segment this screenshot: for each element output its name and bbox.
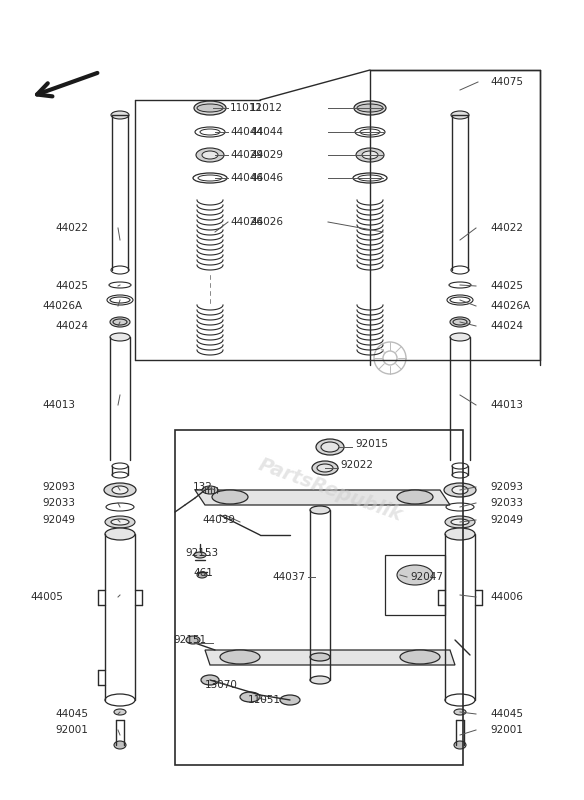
Ellipse shape <box>105 516 135 528</box>
Ellipse shape <box>280 695 300 705</box>
Text: 92049: 92049 <box>490 515 523 525</box>
Ellipse shape <box>114 709 126 715</box>
Ellipse shape <box>202 151 218 159</box>
Ellipse shape <box>196 148 224 162</box>
Text: 44026A: 44026A <box>42 301 82 311</box>
Ellipse shape <box>186 636 200 644</box>
Ellipse shape <box>212 490 248 504</box>
Ellipse shape <box>194 552 206 558</box>
Text: 44026: 44026 <box>250 217 283 227</box>
Ellipse shape <box>197 104 223 112</box>
Text: 132: 132 <box>193 482 213 492</box>
Ellipse shape <box>110 317 130 327</box>
Text: 92049: 92049 <box>42 515 75 525</box>
Ellipse shape <box>111 111 129 119</box>
Ellipse shape <box>321 442 339 452</box>
Ellipse shape <box>312 461 338 475</box>
Text: 92033: 92033 <box>42 498 75 508</box>
Text: 44044: 44044 <box>250 127 283 137</box>
Text: 11051: 11051 <box>248 695 281 705</box>
Ellipse shape <box>112 486 128 494</box>
Ellipse shape <box>194 101 226 115</box>
Ellipse shape <box>310 653 330 661</box>
Ellipse shape <box>310 676 330 684</box>
Text: 44005: 44005 <box>30 592 63 602</box>
Ellipse shape <box>317 464 333 472</box>
Ellipse shape <box>362 151 378 159</box>
Text: 92033: 92033 <box>490 498 523 508</box>
Text: 44013: 44013 <box>490 400 523 410</box>
Ellipse shape <box>397 490 433 504</box>
Text: 92015: 92015 <box>355 439 388 449</box>
Text: 92001: 92001 <box>490 725 523 735</box>
Ellipse shape <box>400 650 440 664</box>
Text: 44025: 44025 <box>55 281 88 291</box>
Text: 92022: 92022 <box>340 460 373 470</box>
Text: 44022: 44022 <box>55 223 88 233</box>
Text: 44022: 44022 <box>490 223 523 233</box>
Text: 44024: 44024 <box>55 321 88 331</box>
Text: 11012: 11012 <box>230 103 263 113</box>
Text: PartsRepublik: PartsRepublik <box>255 455 405 525</box>
Text: 44045: 44045 <box>490 709 523 719</box>
Text: 44039: 44039 <box>202 515 235 525</box>
Text: 92093: 92093 <box>490 482 523 492</box>
Ellipse shape <box>202 486 218 494</box>
Ellipse shape <box>220 650 260 664</box>
Text: 92093: 92093 <box>42 482 75 492</box>
Ellipse shape <box>450 317 470 327</box>
Text: 44044: 44044 <box>230 127 263 137</box>
Text: 44029: 44029 <box>230 150 263 160</box>
Ellipse shape <box>356 148 384 162</box>
Polygon shape <box>195 490 450 505</box>
Text: 11012: 11012 <box>250 103 283 113</box>
Text: 44006: 44006 <box>490 592 523 602</box>
Ellipse shape <box>197 572 207 578</box>
Ellipse shape <box>111 519 129 525</box>
Ellipse shape <box>114 741 126 749</box>
Text: 44075: 44075 <box>490 77 523 87</box>
Ellipse shape <box>450 333 470 341</box>
Ellipse shape <box>201 675 219 685</box>
Text: 44029: 44029 <box>250 150 283 160</box>
Text: 44037: 44037 <box>272 572 305 582</box>
Text: 92047: 92047 <box>410 572 443 582</box>
Ellipse shape <box>105 528 135 540</box>
Ellipse shape <box>310 506 330 514</box>
Ellipse shape <box>357 104 383 112</box>
Ellipse shape <box>454 709 466 715</box>
Ellipse shape <box>240 692 260 702</box>
Ellipse shape <box>454 741 466 749</box>
Text: 92153: 92153 <box>185 548 218 558</box>
Text: 44026A: 44026A <box>490 301 530 311</box>
Text: 92001: 92001 <box>55 725 88 735</box>
Text: 44045: 44045 <box>55 709 88 719</box>
Text: 44025: 44025 <box>490 281 523 291</box>
Polygon shape <box>205 650 455 665</box>
Text: 44046: 44046 <box>250 173 283 183</box>
Ellipse shape <box>445 528 475 540</box>
Bar <box>385 555 445 615</box>
Text: 44046: 44046 <box>230 173 263 183</box>
Ellipse shape <box>316 439 344 455</box>
Text: 13070: 13070 <box>205 680 238 690</box>
Ellipse shape <box>451 519 469 525</box>
Text: 461: 461 <box>193 568 213 578</box>
Ellipse shape <box>452 486 468 494</box>
Text: 44013: 44013 <box>42 400 75 410</box>
Ellipse shape <box>110 333 130 341</box>
Ellipse shape <box>445 516 475 528</box>
Text: 44026: 44026 <box>230 217 263 227</box>
Text: 44024: 44024 <box>490 321 523 331</box>
Ellipse shape <box>444 483 476 497</box>
Ellipse shape <box>104 483 136 497</box>
Bar <box>175 430 463 765</box>
Ellipse shape <box>354 101 386 115</box>
Ellipse shape <box>451 111 469 119</box>
Ellipse shape <box>397 565 433 585</box>
Text: 92151: 92151 <box>173 635 206 645</box>
